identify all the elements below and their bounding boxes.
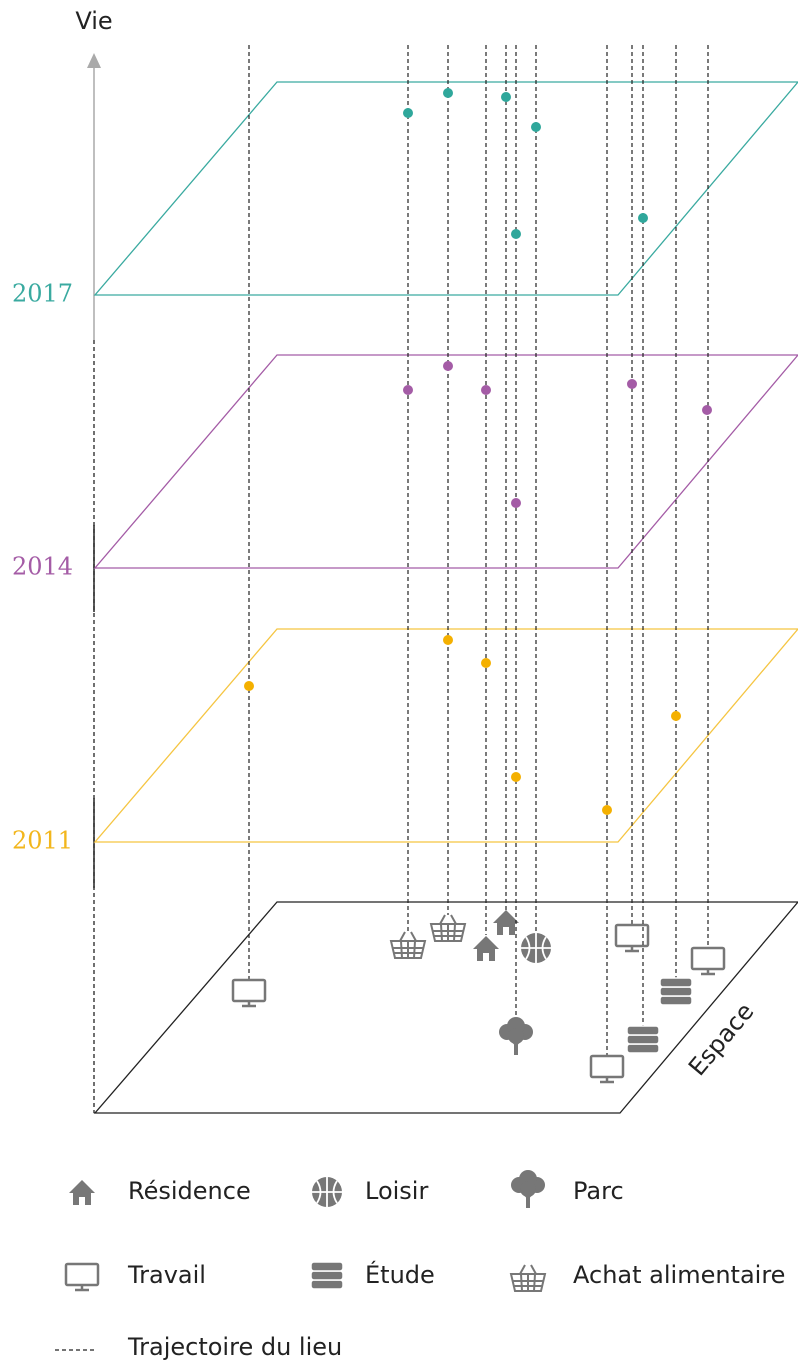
ground-plane [93,901,798,1114]
vertical-axis-label: Vie [75,7,112,35]
legend-icon [310,1261,344,1290]
legend-label: Parc [573,1177,624,1205]
plane [93,81,798,296]
legend-icon [510,1169,546,1209]
place-dot [443,361,453,371]
place-icon [390,931,426,959]
legend-icon [69,1180,95,1205]
place-icon [498,1016,534,1056]
legend-label: Loisir [365,1177,428,1205]
legend-label: Travail [127,1261,206,1289]
place-dot [511,229,521,239]
place-dot [403,385,413,395]
ground-axis-label: Espace [683,998,759,1082]
place-dot [531,122,541,132]
place-icon [659,977,693,1006]
place-dot [511,498,521,508]
legend-label: Étude [365,1260,435,1289]
legend-icon [64,1262,100,1292]
place-icon [520,932,552,964]
legend-icon [510,1264,546,1292]
legend-icon [311,1176,343,1208]
place-dot [403,108,413,118]
place-icon [231,978,267,1008]
year-label: 2017 [12,280,73,308]
place-icon [430,914,466,942]
plane [93,628,798,843]
place-icon [473,936,499,961]
place-dot [638,213,648,223]
axis-arrow [87,53,101,68]
place-dot [244,681,254,691]
place-dot [481,658,491,668]
place-icon [589,1054,625,1084]
place-icon [493,910,519,935]
place-icon [690,946,726,976]
place-dot [501,92,511,102]
year-label: 2014 [12,553,73,581]
legend-label: Trajectoire du lieu [127,1333,342,1361]
place-dot [602,805,612,815]
place-dot [443,635,453,645]
year-label: 2011 [12,827,73,855]
place-dot [627,379,637,389]
legend-label: Achat alimentaire [573,1261,785,1289]
plane [93,354,798,569]
place-dot [511,772,521,782]
layout [55,45,798,1351]
place-dot [481,385,491,395]
place-dot [671,711,681,721]
legend-label: Résidence [128,1177,251,1205]
place-dot [443,88,453,98]
place-dot [702,405,712,415]
place-icon [626,1025,660,1054]
